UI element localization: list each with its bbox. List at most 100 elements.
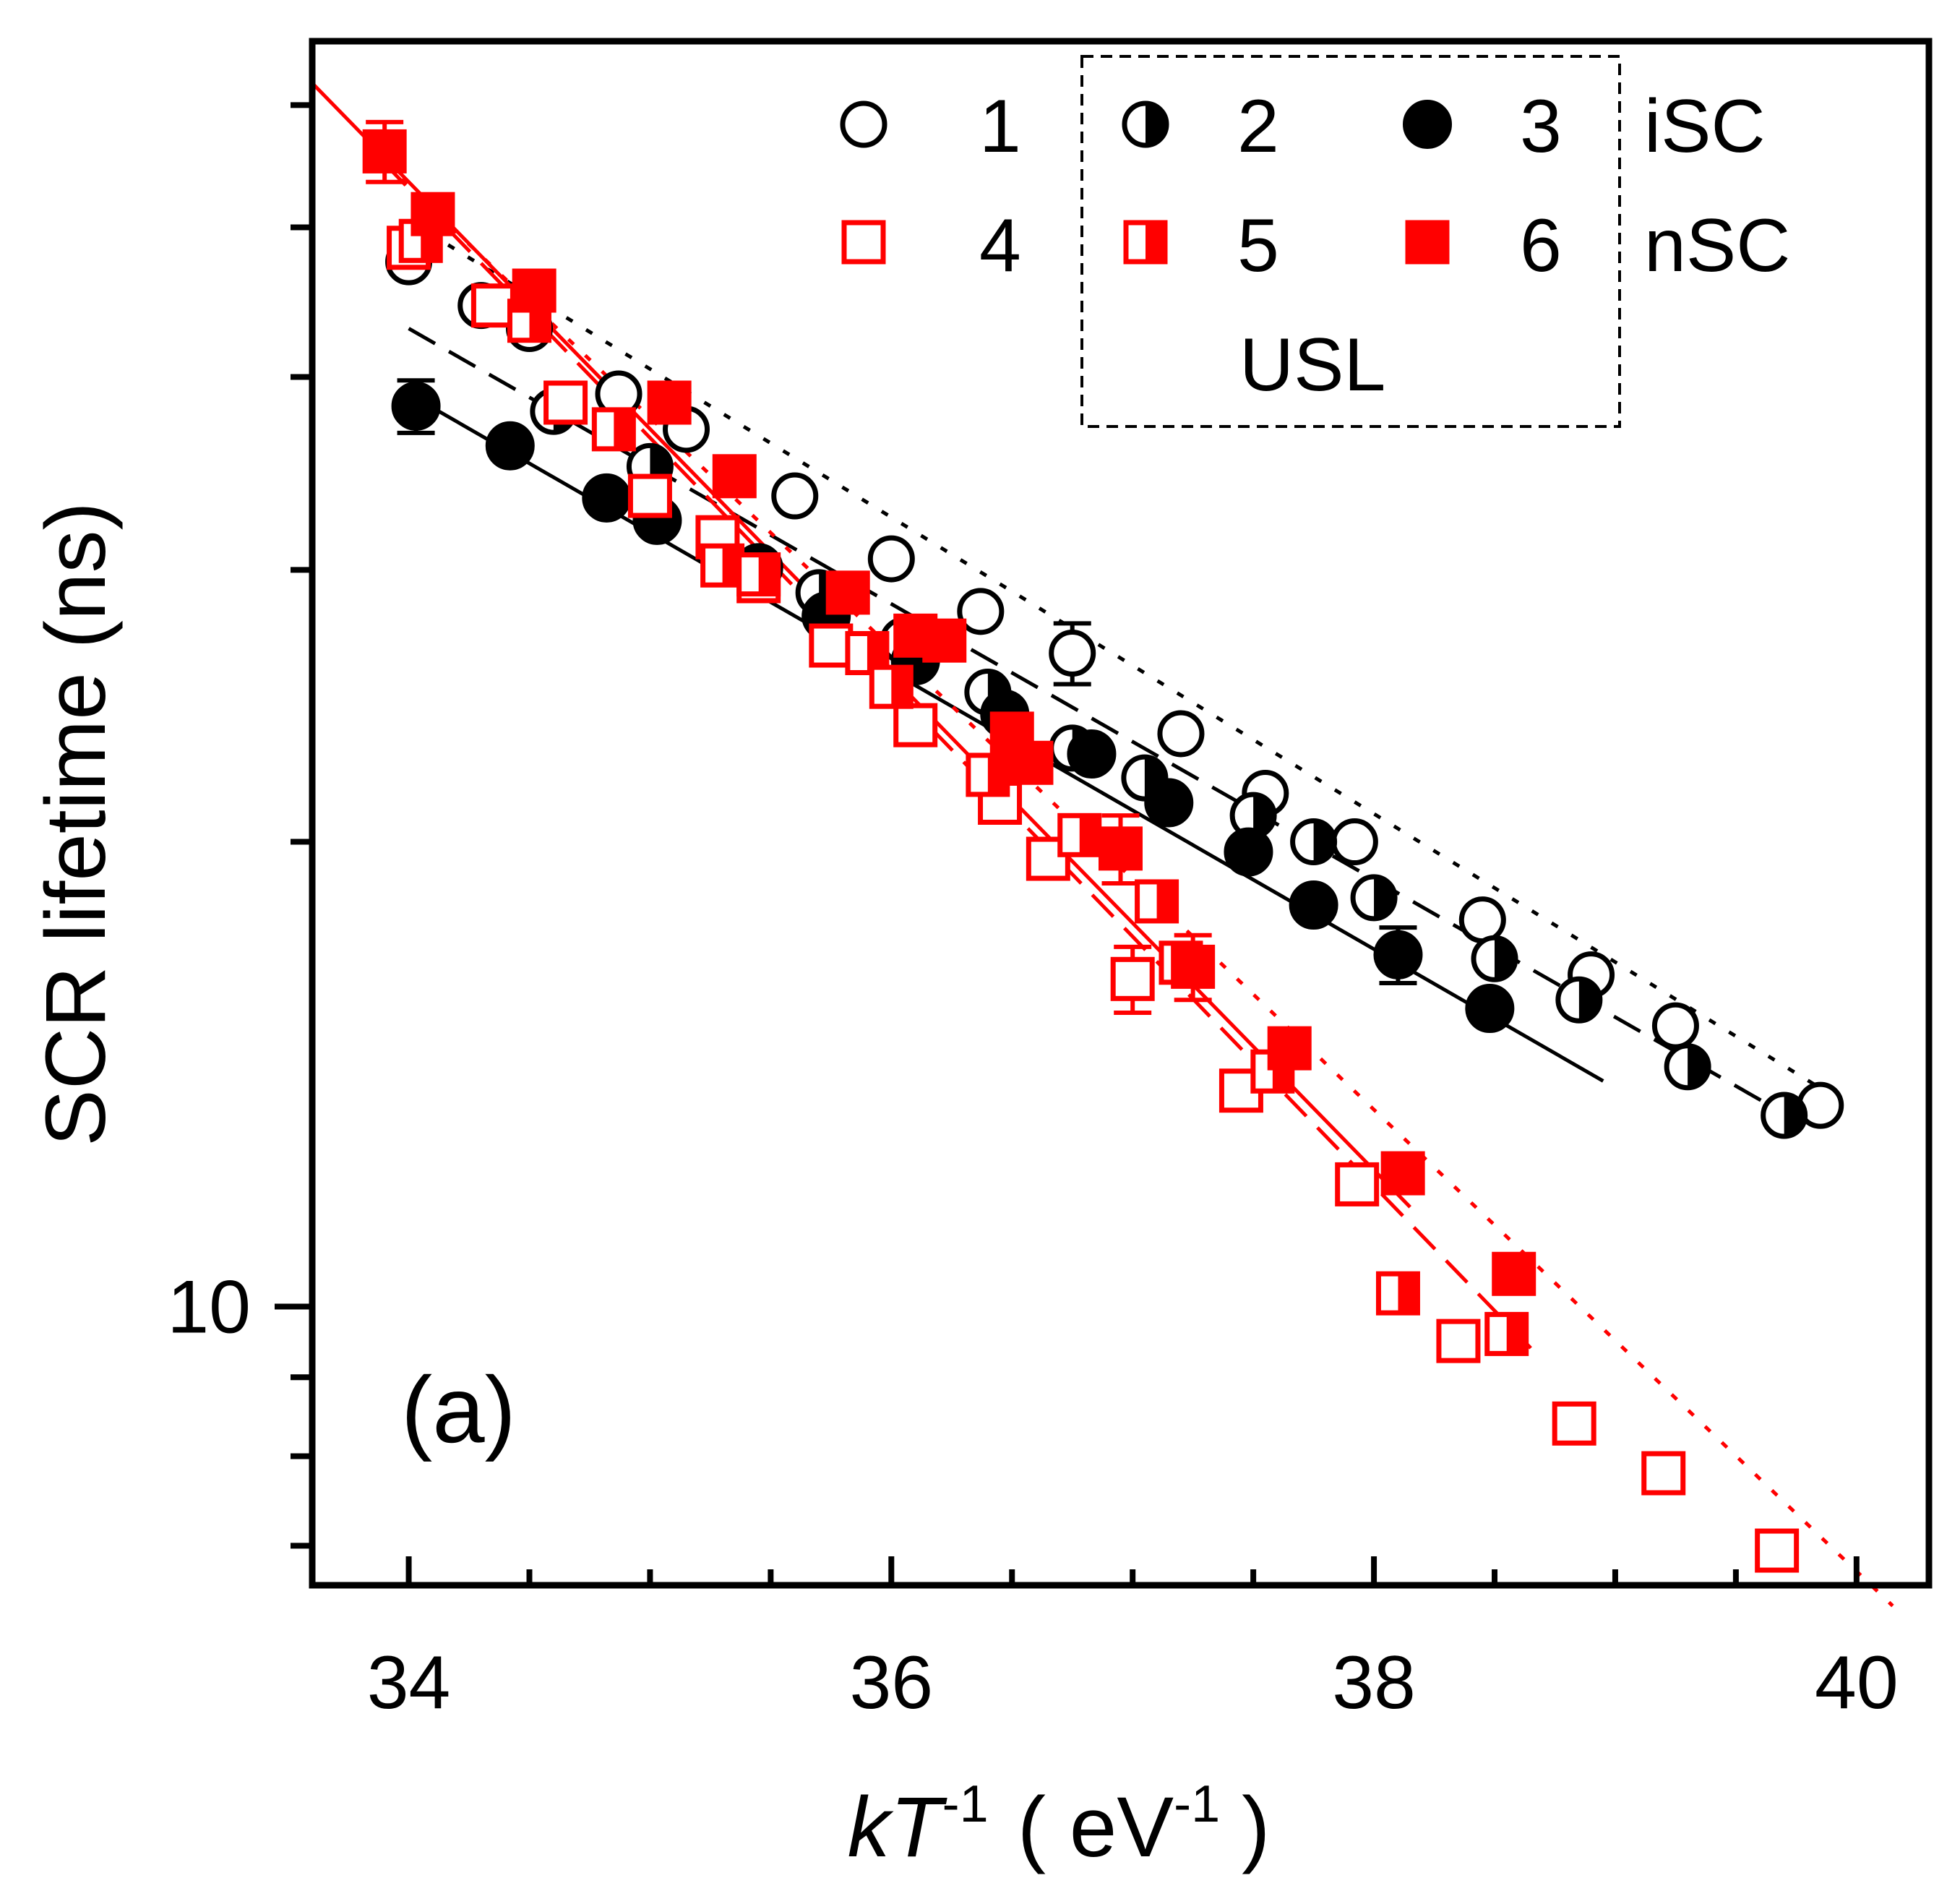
legend-marker-1 — [840, 100, 887, 148]
marker-half-fill — [1784, 1094, 1805, 1136]
point-series-1 — [1458, 896, 1506, 944]
marker-shape — [1157, 710, 1205, 758]
marker-shape — [893, 703, 938, 747]
marker-shape — [809, 623, 854, 668]
point-series-3 — [582, 473, 632, 523]
marker-shape — [1405, 220, 1450, 265]
point-series-6 — [411, 192, 455, 236]
marker-shape — [1331, 818, 1378, 866]
marker-half-fill — [1398, 1274, 1418, 1313]
point-series-4 — [1552, 1401, 1596, 1446]
point-series-1 — [1651, 1002, 1699, 1050]
point-series-1 — [867, 535, 915, 583]
marker-half-fill — [614, 409, 634, 449]
marker-shape — [647, 380, 692, 425]
x-axis-title-unit-exp: -1 — [1174, 1775, 1220, 1833]
marker-half-fill — [1253, 794, 1275, 837]
x-tick-label: 36 — [849, 1641, 933, 1725]
point-series-3 — [1224, 827, 1273, 877]
point-series-3 — [1144, 778, 1194, 828]
legend-usl-box — [1080, 55, 1621, 428]
marker-half-fill — [1495, 938, 1516, 980]
marker-shape — [1641, 1451, 1686, 1496]
legend-label-2: 2 — [1237, 85, 1279, 168]
fit-line-1 — [408, 219, 1834, 1097]
y-axis-title: SCR lifetime (ns) — [28, 502, 124, 1146]
point-series-6 — [1492, 1251, 1536, 1296]
legend: 1 2 3 iSC 4 5 6 nSC USL — [840, 55, 1790, 428]
point-series-6 — [1171, 944, 1216, 989]
x-axis-title-main: kT — [848, 1780, 948, 1875]
point-series-2 — [1664, 1043, 1711, 1091]
marker-half-fill — [891, 667, 911, 707]
point-series-3 — [1289, 880, 1338, 930]
marker-half-fill — [758, 554, 778, 594]
point-series-3 — [391, 381, 441, 431]
point-series-4 — [1755, 1528, 1800, 1573]
point-series-5 — [1375, 1271, 1420, 1316]
point-series-4 — [543, 380, 588, 425]
marker-half-fill — [1146, 103, 1166, 145]
legend-box-label: USL — [1239, 323, 1385, 407]
marker-half-fill — [1688, 1045, 1709, 1088]
marker-shape — [1380, 1151, 1425, 1196]
point-series-3 — [485, 421, 535, 471]
marker-shape — [1144, 778, 1194, 828]
marker-shape — [1067, 729, 1117, 779]
marker-half-fill — [1313, 820, 1335, 863]
marker-half-fill — [1156, 881, 1177, 921]
marker-shape — [362, 129, 407, 173]
point-series-6 — [922, 618, 967, 663]
plot-frame — [309, 38, 1933, 1589]
point-series-3 — [1373, 930, 1423, 979]
legend-marker-6 — [1405, 220, 1450, 265]
data-markers — [362, 119, 1844, 1573]
point-series-1 — [1049, 629, 1096, 677]
point-series-5 — [736, 552, 781, 597]
marker-shape — [543, 380, 588, 425]
point-series-4 — [1335, 1162, 1380, 1206]
point-series-6 — [362, 129, 407, 173]
marker-shape — [825, 570, 870, 615]
marker-half-fill — [987, 755, 1007, 794]
x-tick-label: 40 — [1815, 1641, 1899, 1725]
legend-markers — [840, 100, 1452, 265]
point-series-5 — [869, 664, 914, 709]
legend-group-nsc: nSC — [1644, 204, 1790, 288]
marker-shape — [1465, 984, 1515, 1034]
point-series-6 — [1099, 826, 1143, 871]
point-series-2 — [1555, 976, 1603, 1024]
x-axis-title-exp: -1 — [942, 1775, 989, 1833]
y-tick-label: 10 — [167, 1266, 251, 1350]
x-tick-label: 38 — [1332, 1641, 1416, 1725]
marker-shape — [840, 100, 887, 148]
marker-shape — [391, 381, 441, 431]
legend-label-3: 3 — [1520, 85, 1562, 168]
marker-shape — [1335, 1162, 1380, 1206]
panel-label: (a) — [401, 1357, 516, 1462]
legend-marker-2 — [1122, 100, 1169, 148]
marker-shape — [485, 421, 535, 471]
point-series-4 — [1436, 1319, 1481, 1363]
marker-shape — [582, 473, 632, 523]
point-series-5 — [1135, 879, 1179, 924]
point-series-3 — [1067, 729, 1117, 779]
marker-shape — [1755, 1528, 1800, 1573]
marker-shape — [1171, 944, 1216, 989]
x-axis-tick-labels: 34 36 38 40 — [367, 1641, 1899, 1725]
marker-shape — [1436, 1319, 1481, 1363]
point-series-4 — [470, 283, 515, 328]
point-series-6 — [647, 380, 692, 425]
marker-shape — [1289, 880, 1338, 930]
point-series-4 — [627, 473, 672, 518]
marker-half-fill — [1079, 815, 1099, 855]
marker-shape — [1099, 826, 1143, 871]
point-series-2 — [1761, 1092, 1808, 1139]
legend-marker-3 — [1403, 100, 1452, 149]
marker-shape — [922, 618, 967, 663]
marker-shape — [1049, 629, 1096, 677]
point-series-1 — [1157, 710, 1205, 758]
marker-shape — [1224, 827, 1273, 877]
point-series-5 — [1057, 812, 1102, 857]
